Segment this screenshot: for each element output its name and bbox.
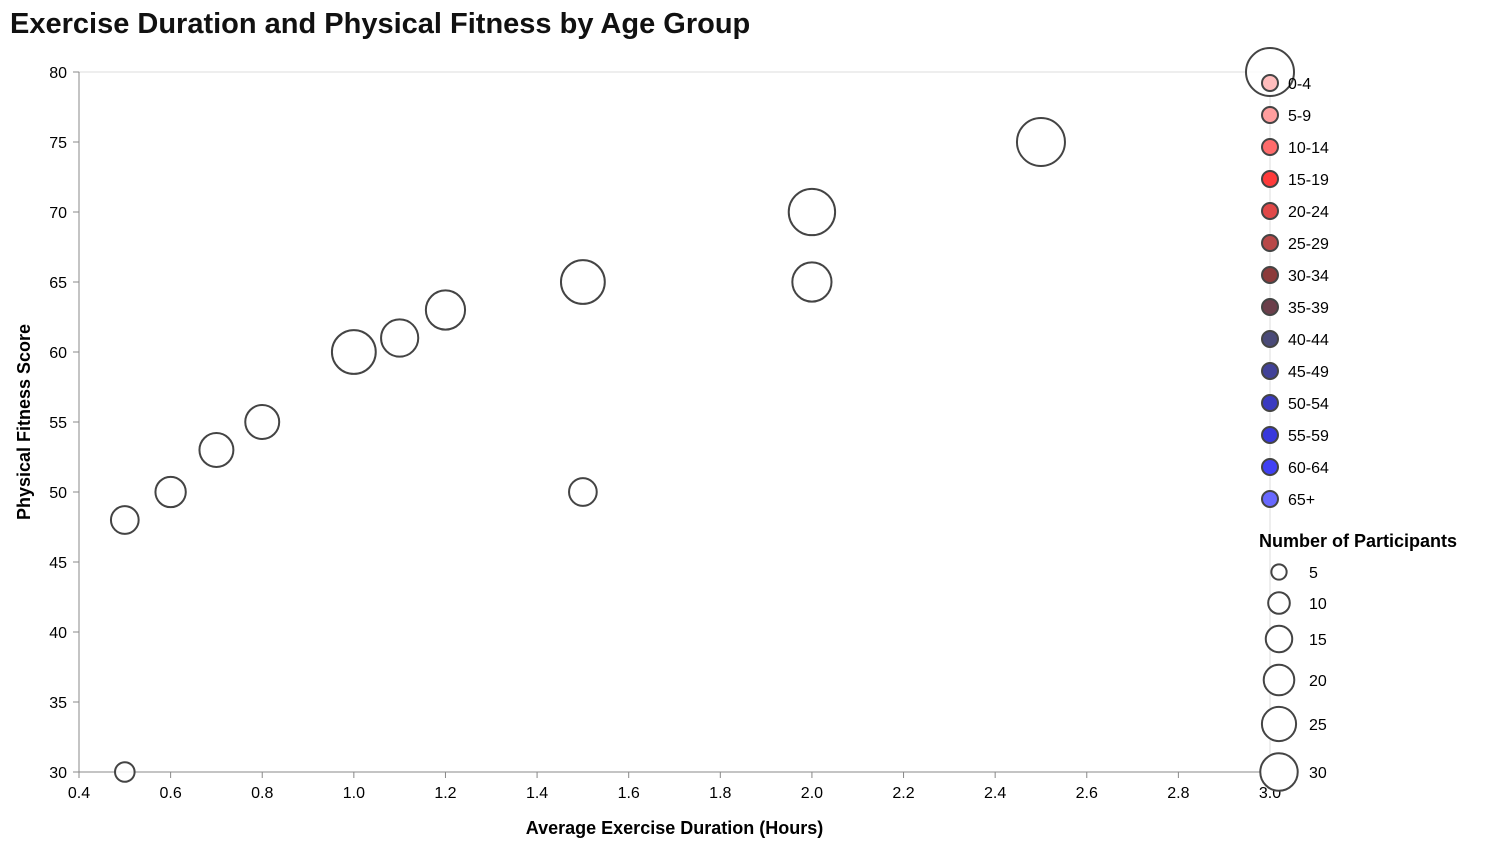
legend-swatch [1261, 426, 1279, 444]
legend-swatch [1261, 234, 1279, 252]
legend-swatch [1261, 138, 1279, 156]
size-legend-label: 20 [1309, 673, 1327, 690]
x-axis-label: Average Exercise Duration (Hours) [526, 818, 823, 838]
legend-swatch [1261, 202, 1279, 220]
x-tick-label: 1.4 [526, 785, 548, 802]
x-tick-label: 0.4 [68, 785, 90, 802]
data-point [568, 477, 598, 507]
y-tick-label: 70 [49, 205, 67, 222]
x-tick-label: 2.2 [892, 785, 914, 802]
data-point [1245, 47, 1295, 97]
y-tick-label: 40 [49, 625, 67, 642]
size-legend-circle [1267, 591, 1291, 615]
x-tick-label: 1.0 [343, 785, 365, 802]
legend-swatch [1261, 170, 1279, 188]
data-point [559, 259, 606, 305]
data-point [154, 475, 187, 509]
data-point [109, 505, 140, 535]
legend-swatch [1261, 74, 1279, 92]
size-legend-circle [1262, 663, 1296, 697]
size-legend-label: 5 [1309, 565, 1318, 582]
legend-swatch [1261, 330, 1279, 348]
legend-label: 25-29 [1288, 236, 1329, 253]
legend-label: 45-49 [1288, 364, 1329, 381]
x-tick-label: 2.8 [1167, 785, 1189, 802]
data-point [380, 318, 420, 358]
legend-swatch [1261, 458, 1279, 476]
legend-swatch [1261, 490, 1279, 508]
x-tick-label: 1.2 [434, 785, 456, 802]
y-tick-label: 65 [49, 275, 67, 292]
legend-swatch [1261, 394, 1279, 412]
y-tick-label: 75 [49, 135, 67, 152]
x-tick-label: 0.8 [251, 785, 273, 802]
y-tick-label: 80 [49, 65, 67, 82]
y-tick-label: 50 [49, 485, 67, 502]
legend: 0-4 5-9 10-14 15-19 20-24 25-29 30-34 35-39 40-4… [1259, 74, 1457, 792]
legend-swatch [1261, 362, 1279, 380]
size-legend-circle [1260, 705, 1298, 743]
size-legend-label: 25 [1309, 717, 1327, 734]
legend-swatch [1261, 298, 1279, 316]
x-tick-label: 2.0 [801, 785, 823, 802]
size-legend-title: Number of Participants [1259, 531, 1457, 551]
legend-label: 20-24 [1288, 204, 1329, 221]
size-legend-label: 30 [1309, 765, 1327, 782]
data-point [114, 761, 136, 783]
y-tick-label: 35 [49, 695, 67, 712]
y-axis-label: Physical Fitness Score [14, 324, 34, 520]
size-legend-circle [1270, 563, 1288, 581]
legend-label: 0-4 [1288, 76, 1311, 93]
legend-label: 5-9 [1288, 108, 1311, 125]
x-tick-label: 1.8 [709, 785, 731, 802]
data-point [244, 404, 281, 440]
data-point [1015, 117, 1066, 167]
y-tick-label: 45 [49, 555, 67, 572]
legend-label: 60-64 [1288, 460, 1329, 477]
x-tick-label: 0.6 [159, 785, 181, 802]
data-points [109, 47, 1295, 783]
x-tick-label: 2.4 [984, 785, 1006, 802]
data-point [791, 261, 833, 303]
legend-swatch [1261, 106, 1279, 124]
legend-swatch [1261, 266, 1279, 284]
legend-label: 65+ [1288, 492, 1315, 509]
data-point [198, 432, 235, 468]
legend-label: 55-59 [1288, 428, 1329, 445]
x-tick-label: 2.6 [1076, 785, 1098, 802]
size-legend-label: 15 [1309, 632, 1327, 649]
y-tick-label: 30 [49, 765, 67, 782]
legend-label: 10-14 [1288, 140, 1329, 157]
data-point [787, 187, 837, 237]
legend-label: 15-19 [1288, 172, 1329, 189]
size-legend-circle [1264, 624, 1294, 654]
y-tick-label: 60 [49, 345, 67, 362]
size-legend-label: 10 [1309, 596, 1327, 613]
legend-label: 35-39 [1288, 300, 1329, 317]
chart-title: Exercise Duration and Physical Fitness b… [10, 8, 751, 40]
data-point [330, 329, 377, 375]
data-point [424, 289, 467, 331]
y-tick-label: 55 [49, 415, 67, 432]
x-tick-label: 1.6 [618, 785, 640, 802]
axes: 0.4 0.6 0.8 1.0 1.2 1.4 1.6 1.8 2.0 2.2 2.4 2.6 2.8 3… [14, 65, 1281, 838]
legend-label: 40-44 [1288, 332, 1329, 349]
size-legend-circle [1259, 752, 1299, 792]
legend-label: 30-34 [1288, 268, 1329, 285]
legend-label: 50-54 [1288, 396, 1329, 413]
